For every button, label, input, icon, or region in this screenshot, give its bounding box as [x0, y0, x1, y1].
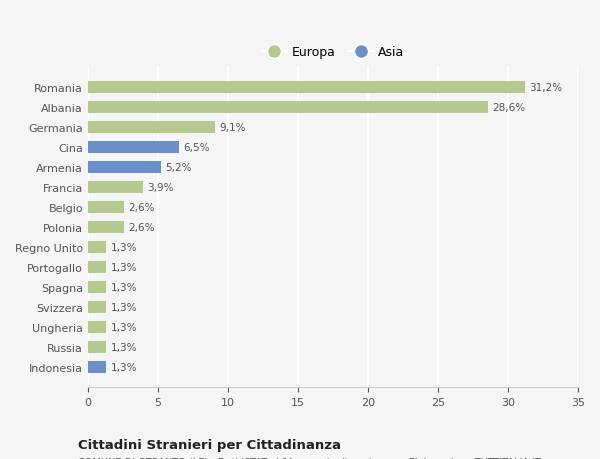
- Bar: [88, 361, 106, 373]
- Bar: [88, 321, 106, 333]
- Bar: [88, 141, 179, 153]
- Bar: [88, 221, 124, 233]
- Bar: [88, 341, 106, 353]
- Legend: Europa, Asia: Europa, Asia: [257, 41, 409, 64]
- Text: 1,3%: 1,3%: [110, 362, 137, 372]
- Text: 6,5%: 6,5%: [183, 142, 209, 152]
- Bar: [88, 281, 106, 293]
- Text: Cittadini Stranieri per Cittadinanza: Cittadini Stranieri per Cittadinanza: [78, 438, 341, 451]
- Text: 5,2%: 5,2%: [165, 162, 191, 173]
- Text: COMUNE DI OTRANTO (LE) - Dati ISTAT al 1° gennaio di ogni anno - Elaborazione TU: COMUNE DI OTRANTO (LE) - Dati ISTAT al 1…: [78, 457, 541, 459]
- Text: 28,6%: 28,6%: [493, 102, 526, 112]
- Text: 31,2%: 31,2%: [529, 83, 562, 93]
- Bar: [88, 301, 106, 313]
- Bar: [88, 241, 106, 253]
- Text: 1,3%: 1,3%: [110, 322, 137, 332]
- Bar: [88, 202, 124, 213]
- Text: 1,3%: 1,3%: [110, 262, 137, 272]
- Bar: [88, 261, 106, 273]
- Text: 9,1%: 9,1%: [220, 123, 246, 133]
- Bar: [88, 82, 525, 94]
- Text: 3,9%: 3,9%: [147, 182, 173, 192]
- Text: 1,3%: 1,3%: [110, 282, 137, 292]
- Text: 2,6%: 2,6%: [128, 222, 155, 232]
- Bar: [88, 181, 143, 193]
- Text: 2,6%: 2,6%: [128, 202, 155, 213]
- Bar: [88, 162, 161, 174]
- Text: 1,3%: 1,3%: [110, 342, 137, 352]
- Text: 1,3%: 1,3%: [110, 302, 137, 312]
- Text: 1,3%: 1,3%: [110, 242, 137, 252]
- Bar: [88, 101, 488, 113]
- Bar: [88, 122, 215, 134]
